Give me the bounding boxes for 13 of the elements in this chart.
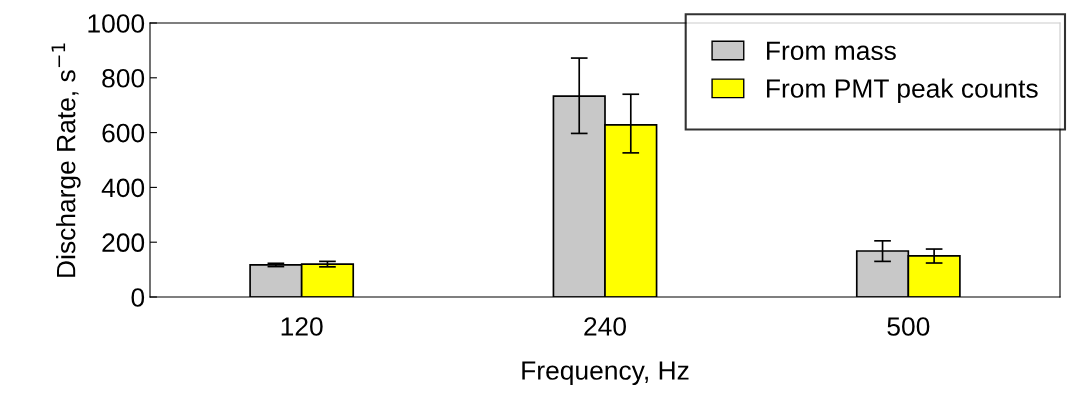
legend-label: From mass <box>767 41 896 61</box>
x-tick-label: 120 <box>281 317 323 336</box>
x-tick-label: 500 <box>887 317 930 336</box>
x-tick-label: 240 <box>584 317 626 336</box>
y-tick-label: 1000 <box>88 14 145 33</box>
x-axis-title: Frequency, Hz <box>522 361 689 386</box>
legend-label: From PMT peak counts <box>767 78 1038 104</box>
y-tick-label: 800 <box>102 68 145 88</box>
y-axis-title: Discharge Rate, s$^{−1}$ <box>51 43 81 277</box>
y-tick-label: 400 <box>101 178 145 198</box>
y-tick-label: 0 <box>131 288 145 307</box>
y-tick-label: 200 <box>102 233 145 253</box>
y-tick-label: 600 <box>102 123 145 143</box>
